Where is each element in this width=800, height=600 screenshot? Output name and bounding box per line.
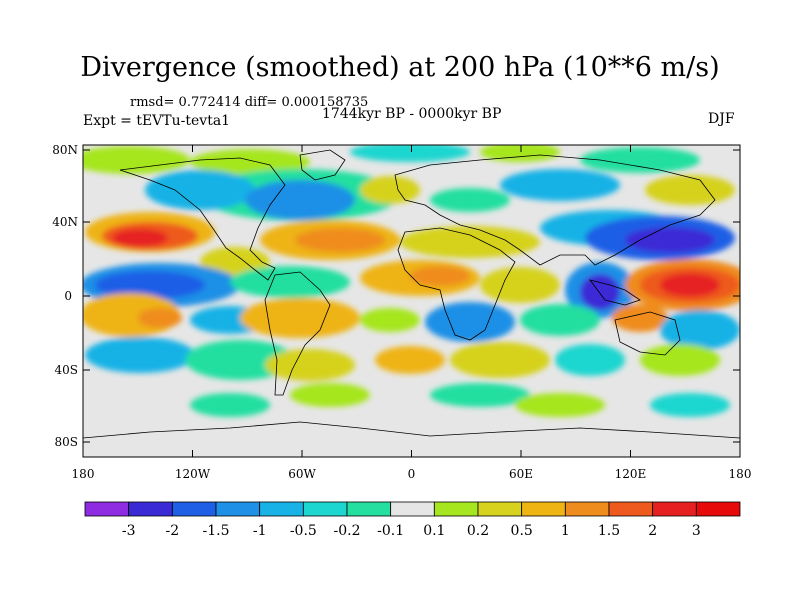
- field-blob: [350, 145, 470, 162]
- field-blob: [430, 383, 530, 407]
- field-blob: [580, 274, 620, 310]
- field-blob: [650, 393, 730, 417]
- lon-label-60w: 60W: [288, 467, 316, 481]
- field-blob: [612, 304, 668, 332]
- maritime-continent-outline: [589, 279, 641, 306]
- colorbar-label: 1.5: [598, 523, 620, 539]
- field-blob: [500, 169, 620, 201]
- field-blob: [83, 146, 190, 174]
- field-blob: [200, 247, 270, 277]
- colorbar-box: [84, 501, 130, 517]
- lat-label-40s: 40S: [55, 363, 79, 377]
- colorbar-label: 1: [561, 523, 570, 539]
- lat-label-80n: 80N: [52, 143, 78, 157]
- eurasia-outline: [394, 154, 716, 266]
- colorbar-box: [302, 501, 348, 517]
- colorbar-box: [564, 501, 610, 517]
- colorbar-label: 0.5: [511, 523, 533, 539]
- axis-ticks: [82, 145, 741, 457]
- field-blob: [265, 349, 355, 381]
- field-blob: [112, 229, 168, 247]
- period-label: 1744kyr BP - 0000kyr BP: [322, 106, 502, 122]
- africa-outline: [397, 227, 516, 341]
- colorbar-label: -1: [253, 523, 267, 539]
- lon-label-0: 0: [408, 467, 416, 481]
- coastlines: [83, 149, 740, 439]
- field-blob: [580, 147, 700, 173]
- colorbar-label: -0.1: [377, 523, 404, 539]
- colorbar-label: -0.2: [334, 523, 361, 539]
- field-blob: [360, 176, 420, 204]
- field-blob: [425, 302, 515, 342]
- colorbar-label: -0.5: [290, 523, 317, 539]
- greenland-outline: [299, 149, 346, 181]
- lon-label-180e: 180: [729, 467, 752, 481]
- lon-label-180w: 180: [72, 467, 95, 481]
- field-blob: [360, 308, 420, 332]
- field-blob: [245, 180, 355, 220]
- colorbar-label: 3: [692, 523, 701, 539]
- stats-text: rmsd= 0.772414 diff= 0.000158735: [130, 95, 369, 110]
- lon-label-120w: 120W: [175, 467, 211, 481]
- colorbar-box: [521, 501, 566, 517]
- season-label: DJF: [708, 111, 735, 127]
- experiment-label: Expt = tEVTu-tevta1: [83, 113, 231, 129]
- south-america-outline: [264, 271, 331, 396]
- field-blob: [625, 227, 715, 253]
- colorbar-box: [346, 501, 392, 517]
- north-america-outline: [119, 157, 286, 281]
- colorbar-label: -2: [166, 523, 180, 539]
- antarctica-outline: [83, 421, 740, 439]
- colorbar-box: [433, 501, 479, 517]
- lon-label-60e: 60E: [509, 467, 533, 481]
- field-blob: [640, 344, 720, 376]
- colorbar: -3 -2 -1.5 -1 -0.5 -0.2 -0.1 0.1 0.2 0.5 1 1.5 2 3: [84, 501, 741, 539]
- lon-label-120e: 120E: [615, 467, 647, 481]
- colorbar-box: [695, 501, 741, 517]
- colorbar-box: [259, 501, 304, 517]
- field-blob: [515, 393, 605, 417]
- colorbar-box: [390, 501, 435, 517]
- field-blob: [85, 337, 195, 373]
- colorbar-box: [171, 501, 217, 517]
- field-blob: [450, 342, 550, 378]
- colorbar-box: [608, 501, 654, 517]
- field-blob: [290, 383, 370, 407]
- field-blob: [138, 308, 182, 328]
- colorbar-box: [215, 501, 261, 517]
- field-blob: [555, 344, 625, 376]
- field-blob: [660, 273, 720, 297]
- field-blob: [190, 149, 310, 175]
- lat-label-0: 0: [64, 289, 72, 303]
- field-blob: [430, 188, 510, 212]
- field-blob: [660, 310, 740, 350]
- colorbar-label: -1.5: [203, 523, 230, 539]
- field-blob: [410, 266, 470, 286]
- lat-label-40n: 40N: [52, 215, 78, 229]
- field-blob: [145, 170, 255, 210]
- field-blob: [400, 226, 540, 258]
- field-blob: [190, 393, 270, 417]
- map-title: Divergence (smoothed) at 200 hPa (10**6 …: [80, 52, 720, 83]
- colorbar-box: [477, 501, 523, 517]
- colorbar-box: [128, 501, 173, 517]
- australia-outline: [614, 311, 681, 356]
- field-blob: [520, 304, 600, 336]
- divergence-field: [83, 145, 740, 457]
- colorbar-label: 0.1: [423, 523, 445, 539]
- field-blob: [375, 346, 445, 374]
- colorbar-label: 0.2: [467, 523, 489, 539]
- field-blob: [645, 175, 735, 205]
- colorbar-label: 2: [648, 523, 657, 539]
- field-blob: [230, 266, 350, 298]
- field-blob: [480, 145, 560, 162]
- field-blob: [295, 228, 385, 252]
- field-blob: [240, 298, 360, 338]
- field-blob: [480, 267, 560, 303]
- colorbar-label: -3: [122, 523, 136, 539]
- colorbar-box: [652, 501, 697, 517]
- lat-label-80s: 80S: [55, 435, 79, 449]
- field-blob: [95, 271, 205, 299]
